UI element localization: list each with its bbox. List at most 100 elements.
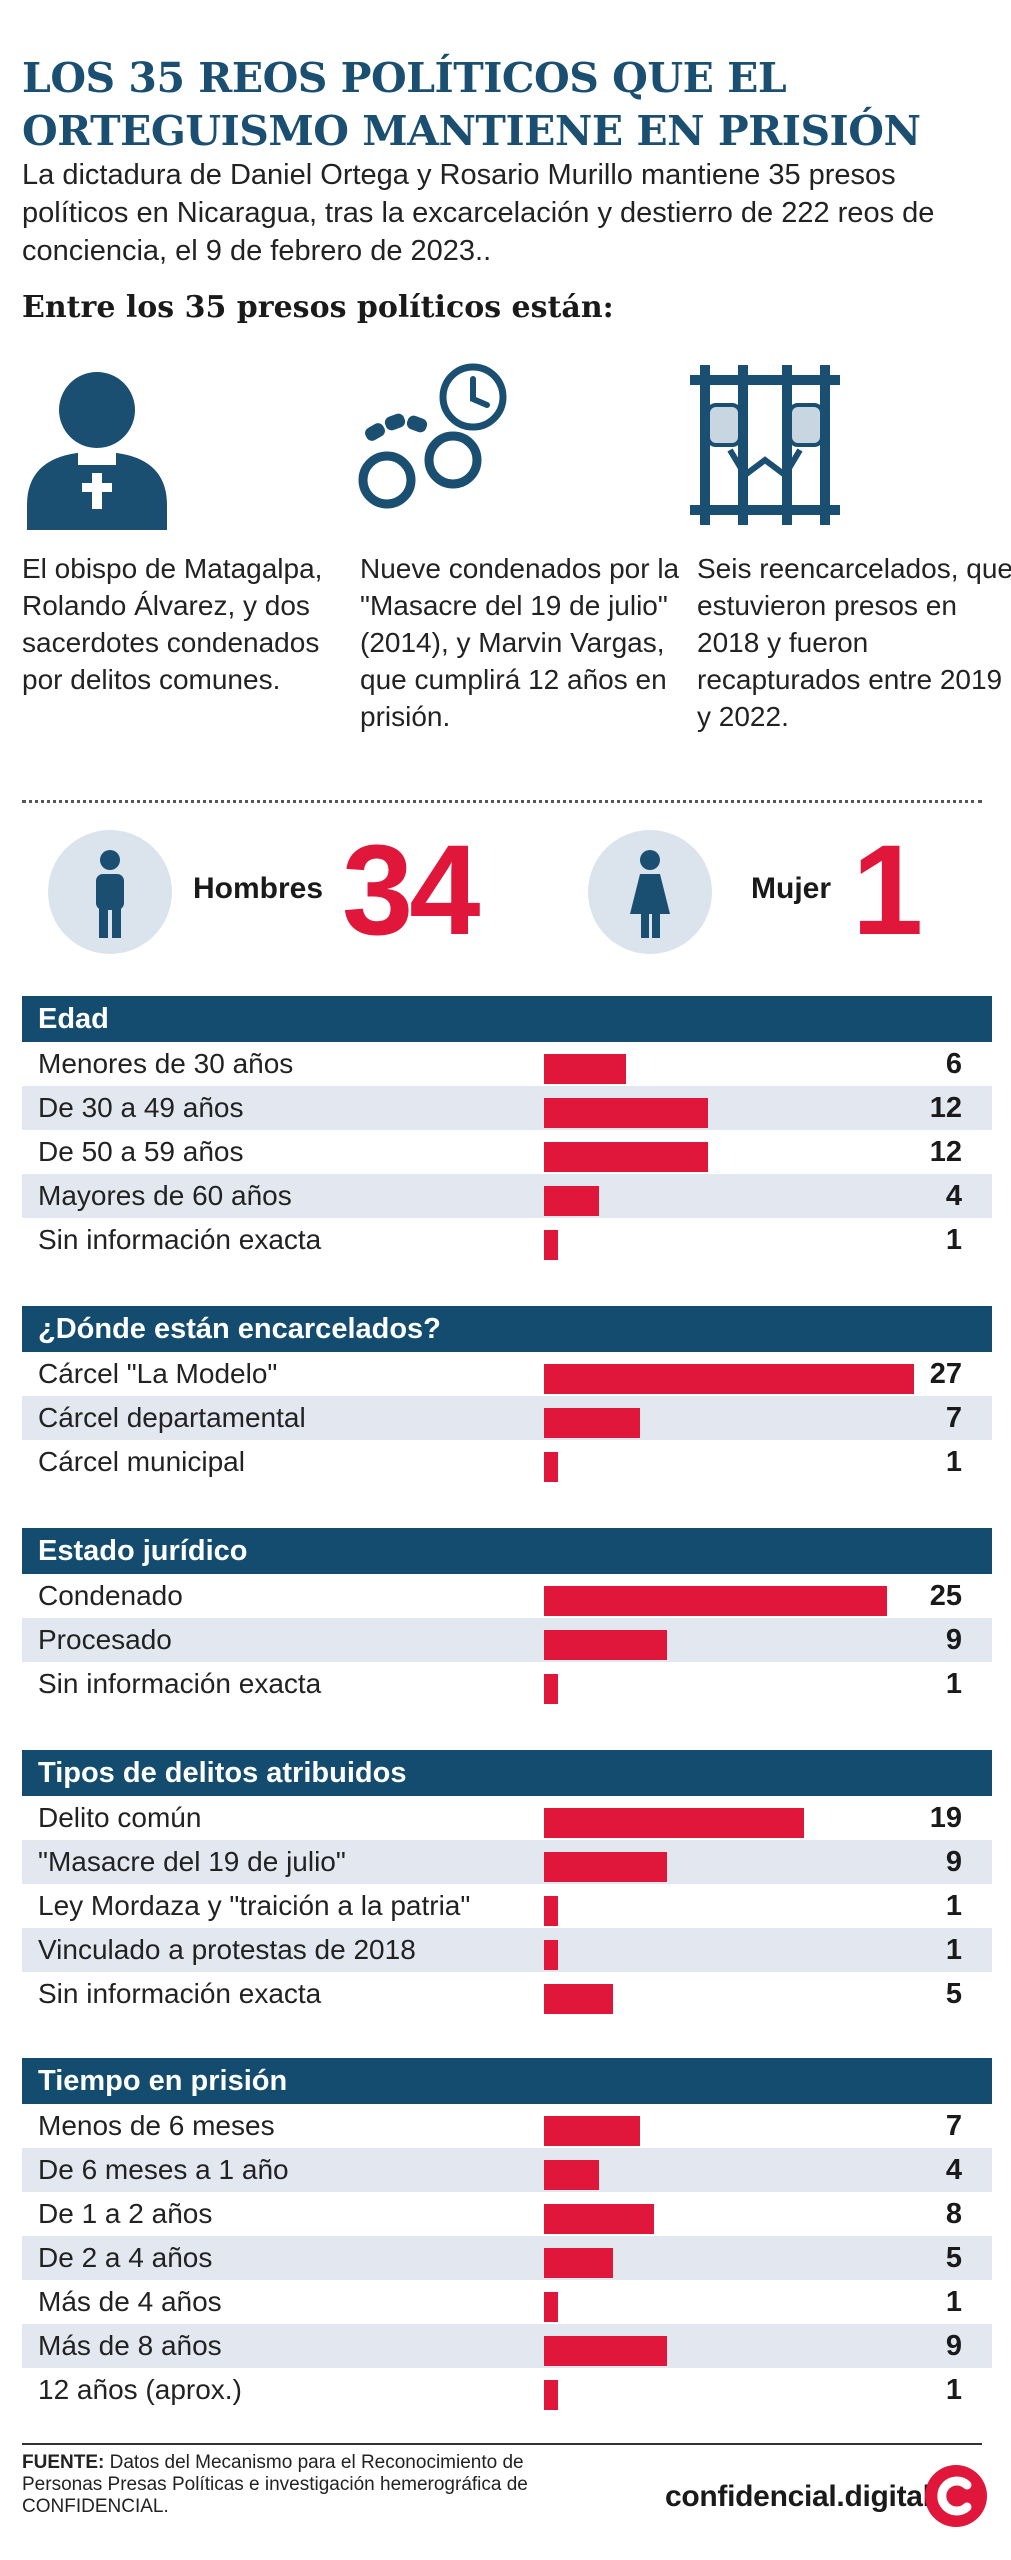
chart-row: Ley Mordaza y "traición a la patria" 1 (22, 1884, 992, 1928)
bar (544, 2380, 558, 2410)
bar (544, 1364, 914, 1394)
man-icon (48, 830, 172, 954)
chart-row: Más de 4 años 1 (22, 2280, 992, 2324)
bar-label: De 2 a 4 años (38, 2242, 213, 2273)
bar-label: Cárcel departamental (38, 1402, 306, 1433)
brand-logo (925, 2465, 987, 2527)
bar-value: 8 (945, 2198, 962, 2230)
chart-row: Vinculado a protestas de 2018 1 (22, 1928, 992, 1972)
bar (544, 1452, 558, 1482)
chart-row: Procesado 9 (22, 1618, 992, 1662)
bar-value: 1 (945, 1890, 962, 1922)
page-subtitle: La dictadura de Daniel Ortega y Rosario … (22, 159, 935, 267)
bar-value: 1 (945, 2374, 962, 2406)
bar-label: Vinculado a protestas de 2018 (38, 1934, 416, 1965)
bar-label: Sin información exacta (38, 1978, 322, 2009)
bar (544, 1674, 558, 1704)
bar (544, 1142, 708, 1172)
bar-label: Cárcel "La Modelo" (38, 1358, 278, 1389)
source-text: Datos del Mecanismo para el Reconocimien… (22, 2452, 528, 2517)
chart-row: De 2 a 4 años 5 (22, 2236, 992, 2280)
bar (544, 1896, 558, 1926)
chart-row: Sin información exacta 1 (22, 1218, 992, 1262)
chart-row: Cárcel "La Modelo" 27 (22, 1352, 992, 1396)
bar-label: Menos de 6 meses (38, 2110, 275, 2141)
chart-row: Más de 8 años 9 (22, 2324, 992, 2368)
bar-label: Delito común (38, 1802, 202, 1833)
bar-value: 19 (929, 1802, 962, 1834)
bar (544, 2204, 654, 2234)
bar-label: Menores de 30 años (38, 1048, 294, 1079)
chart-title: Tipos de delitos atribuidos (22, 1750, 992, 1796)
bar (544, 1586, 887, 1616)
chart-row: Mayores de 60 años 4 (22, 1174, 992, 1218)
dotted-divider (22, 800, 982, 803)
bar-value: 7 (945, 2110, 962, 2142)
bar-value: 7 (945, 1402, 962, 1434)
bar (544, 1808, 804, 1838)
chart-title: ¿Dónde están encarcelados? (22, 1306, 992, 1352)
bar (544, 1408, 640, 1438)
footer-divider (22, 2443, 982, 2445)
bar-value: 1 (945, 2286, 962, 2318)
bar-label: Ley Mordaza y "traición a la patria" (38, 1890, 471, 1921)
bar (544, 1984, 613, 2014)
women-count: 1 (852, 819, 923, 962)
bar-label: "Masacre del 19 de julio" (38, 1846, 346, 1877)
bar-label: Más de 8 años (38, 2330, 222, 2361)
woman-icon (588, 830, 712, 954)
bishop-icon (22, 355, 202, 535)
bar-value: 6 (945, 1048, 962, 1080)
bar (544, 1098, 708, 1128)
chart-row: Menores de 30 años 6 (22, 1042, 992, 1086)
bar-value: 1 (945, 1934, 962, 1966)
bar-label: Procesado (38, 1624, 172, 1655)
bar-label: Mayores de 60 años (38, 1180, 292, 1211)
bar-label: De 50 a 59 años (38, 1136, 244, 1167)
bar (544, 2160, 599, 2190)
bar (544, 2292, 558, 2322)
chart-row: Menos de 6 meses 7 (22, 2104, 992, 2148)
bar-value: 5 (945, 1978, 962, 2010)
chart-row: Cárcel departamental 7 (22, 1396, 992, 1440)
bar-value: 1 (945, 1224, 962, 1256)
bar (544, 2336, 667, 2366)
chart-row: Sin información exacta 1 (22, 1662, 992, 1706)
bar-value: 9 (945, 1846, 962, 1878)
chart-title: Edad (22, 996, 992, 1042)
bar-value: 9 (945, 1624, 962, 1656)
chart-row: 12 años (aprox.) 1 (22, 2368, 992, 2412)
chart-block-estado: Estado jurídico Condenado 25 Procesado 9 Sin… (22, 1528, 992, 1706)
bar-label: Cárcel municipal (38, 1446, 245, 1477)
handcuffs-clock-icon (355, 355, 535, 535)
chart-row: Sin información exacta 5 (22, 1972, 992, 2016)
bar-label: De 1 a 2 años (38, 2198, 213, 2229)
bar (544, 2248, 613, 2278)
chart-row: De 6 meses a 1 año 4 (22, 2148, 992, 2192)
chart-row: De 50 a 59 años 12 (22, 1130, 992, 1174)
prison-bars-icon (690, 355, 870, 535)
chart-rows: Condenado 25 Procesado 9 Sin información exa… (22, 1574, 992, 1706)
bar-value: 12 (929, 1136, 962, 1168)
highlight-text-3: Seis reencarcelados, que estuvieron pres… (697, 553, 1011, 732)
bar-value: 4 (945, 2154, 962, 2186)
highlight-text-1: El obispo de Matagalpa, Rolando Álvarez,… (22, 553, 323, 695)
section-lead: Entre los 35 presos políticos están: (22, 290, 614, 325)
chart-rows: Menos de 6 meses 7 De 6 meses a 1 año 4 De 1… (22, 2104, 992, 2412)
bar-label: De 6 meses a 1 año (38, 2154, 289, 2185)
chart-rows: Cárcel "La Modelo" 27 Cárcel departamental… (22, 1352, 992, 1484)
chart-row: "Masacre del 19 de julio" 9 (22, 1840, 992, 1884)
page-title: LOS 35 REOS POLÍTICOS QUE EL ORTEGUISMO … (22, 54, 921, 155)
chart-row: Condenado 25 (22, 1574, 992, 1618)
bar (544, 1054, 626, 1084)
chart-row: De 30 a 49 años 12 (22, 1086, 992, 1130)
bar-value: 4 (945, 1180, 962, 1212)
chart-row: Delito común 19 (22, 1796, 992, 1840)
chart-title: Estado jurídico (22, 1528, 992, 1574)
bar (544, 1186, 599, 1216)
chart-block-delitos: Tipos de delitos atribuidos Delito común… (22, 1750, 992, 2016)
bar-label: Condenado (38, 1580, 183, 1611)
bar-value: 9 (945, 2330, 962, 2362)
source-note: FUENTE: Datos del Mecanismo para el Reco… (22, 2452, 542, 2518)
bar-value: 25 (929, 1580, 962, 1612)
